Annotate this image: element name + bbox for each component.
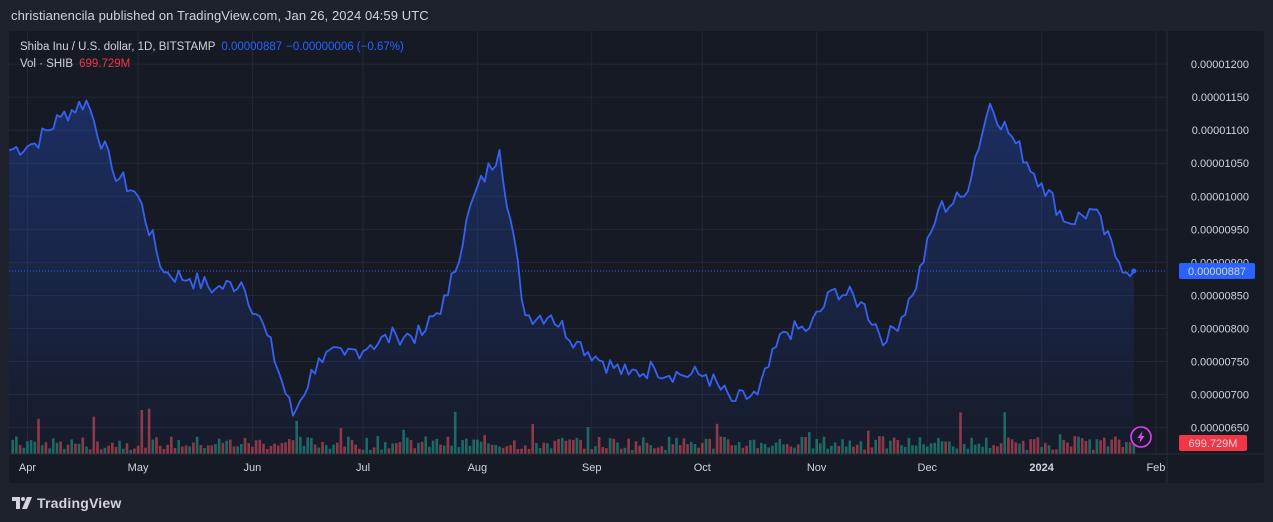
time-tick-label: 2024 xyxy=(1029,462,1054,474)
price-tick-label: 0.00001200 xyxy=(1191,59,1249,71)
legend-symbol-row[interactable]: Shiba Inu / U.S. dollar, 1D, BITSTAMP 0.0… xyxy=(20,39,404,56)
legend-volume-label: Vol · SHIB xyxy=(20,58,74,70)
price-tick-label: 0.00000650 xyxy=(1191,423,1249,435)
time-tick-label: Feb xyxy=(1146,462,1165,474)
time-tick-label: Apr xyxy=(19,462,36,474)
time-tick-label: Jun xyxy=(244,462,262,474)
brand-name: TradingView xyxy=(37,495,122,511)
price-line xyxy=(9,99,1135,417)
price-tick-label: 0.00001100 xyxy=(1192,125,1249,137)
legend-volume-row[interactable]: Vol · SHIB 699.729M xyxy=(20,56,404,73)
last-price-dot xyxy=(1131,268,1137,274)
last-price-tag-text: 0.00000887 xyxy=(1188,266,1246,278)
legend-volume-value: 699.729M xyxy=(79,58,131,70)
time-tick-label: Jul xyxy=(356,462,370,474)
time-tick-label: Dec xyxy=(918,462,938,474)
price-tick-label: 0.00000700 xyxy=(1191,390,1249,402)
lightning-icon[interactable] xyxy=(1130,426,1152,448)
volume-tag: 699.729M xyxy=(1179,435,1247,451)
price-tick-label: 0.00000800 xyxy=(1191,323,1249,335)
time-tick-label: Oct xyxy=(694,462,711,474)
time-tick-label: Nov xyxy=(807,462,827,474)
publisher-caption: christianencila published on TradingView… xyxy=(11,8,429,23)
volume-tag-text: 699.729M xyxy=(1189,438,1238,450)
price-tick-label: 0.00001050 xyxy=(1191,158,1249,170)
time-tick-label: Aug xyxy=(468,462,488,474)
time-axis: Apr May Jun Jul Aug Sep Oct Nov Dec 2024 Feb xyxy=(19,462,1166,474)
price-axis: 0.00001200 0.00001150 0.00001100 0.00001050… xyxy=(1191,59,1249,434)
legend-symbol: Shiba Inu / U.S. dollar, 1D, BITSTAMP xyxy=(20,41,216,53)
price-tick-label: 0.00000750 xyxy=(1191,356,1249,368)
price-area xyxy=(9,100,1134,454)
price-tick-label: 0.00001000 xyxy=(1191,191,1249,203)
tradingview-brand[interactable]: TradingView xyxy=(12,494,121,512)
chart-legend: Shiba Inu / U.S. dollar, 1D, BITSTAMP 0.0… xyxy=(20,39,404,73)
time-tick-label: Sep xyxy=(582,462,602,474)
price-chart[interactable]: 0.00001200 0.00001150 0.00001100 0.00001050… xyxy=(9,31,1264,483)
tradingview-logo-icon xyxy=(12,497,32,509)
last-price-tag: 0.00000887 xyxy=(1179,262,1255,279)
legend-last-price: 0.00000887 xyxy=(221,41,283,53)
price-tick-label: 0.00001150 xyxy=(1192,92,1249,104)
chart-panel[interactable]: 0.00001200 0.00001150 0.00001100 0.00001050… xyxy=(9,31,1264,483)
price-tick-label: 0.00000850 xyxy=(1191,290,1249,302)
time-tick-label: May xyxy=(128,462,149,474)
legend-change: −0.00000006 (−0.67%) xyxy=(286,41,404,53)
price-tick-label: 0.00000950 xyxy=(1191,224,1249,236)
